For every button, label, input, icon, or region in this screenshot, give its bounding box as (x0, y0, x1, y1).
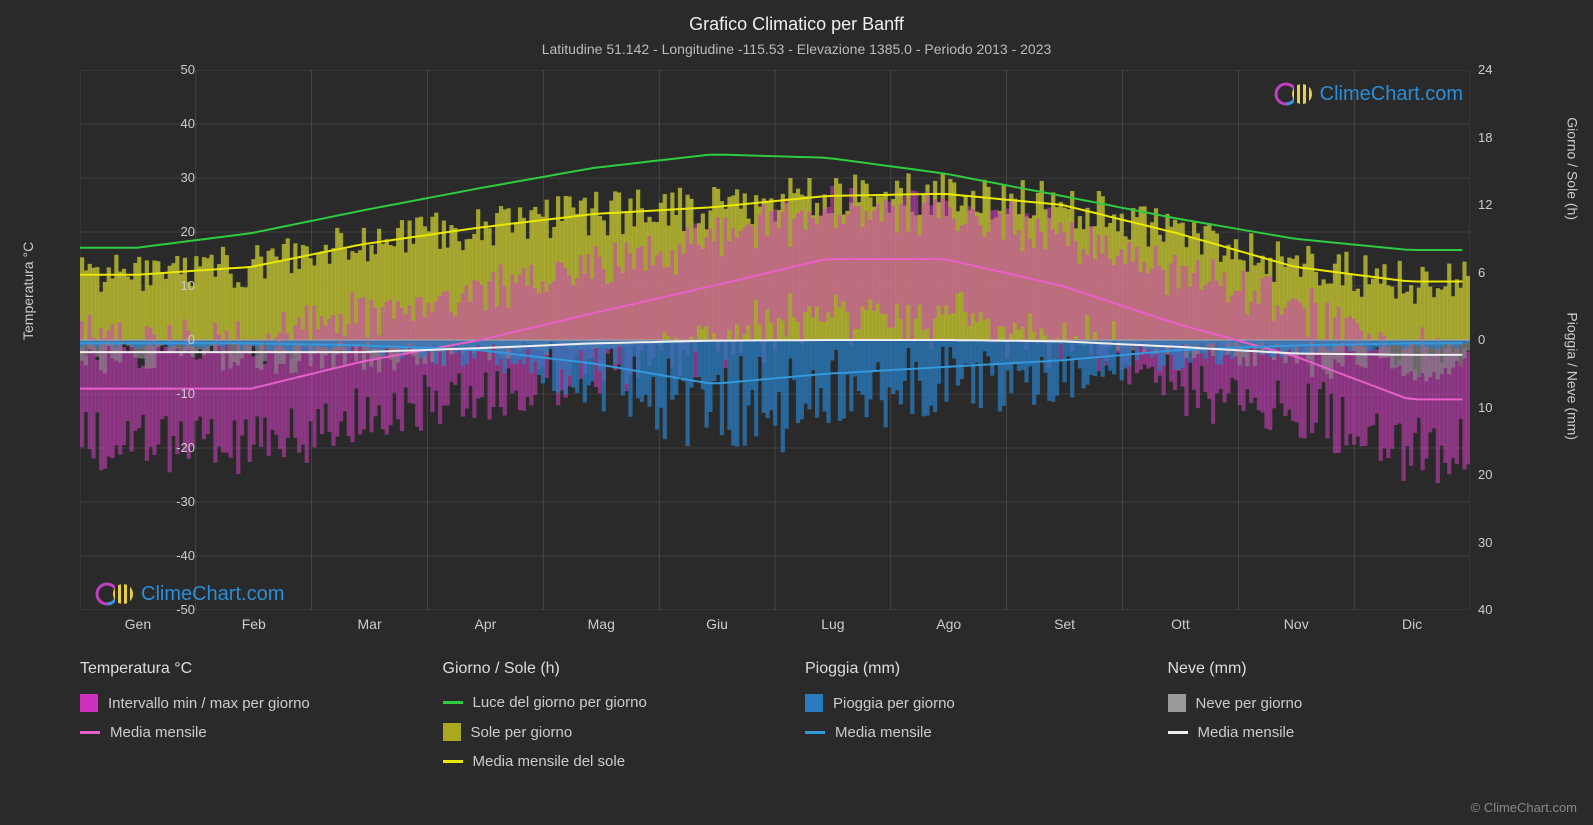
left-tick: 0 (155, 332, 195, 347)
left-tick: 40 (155, 116, 195, 131)
logo-icon (95, 580, 135, 608)
right-bottom-tick: 30 (1478, 535, 1518, 550)
legend-label: Sole per giorno (471, 724, 573, 741)
yellow-line-icon (443, 760, 463, 763)
month-tick: Nov (1266, 616, 1326, 632)
legend-label: Media mensile del sole (473, 753, 626, 770)
green-line-icon (443, 701, 463, 704)
left-tick: 10 (155, 278, 195, 293)
legend-rain-avg: Media mensile (805, 724, 1148, 741)
legend-snow-daily: Neve per giorno (1168, 694, 1511, 712)
right-top-tick: 24 (1478, 62, 1518, 77)
blue-swatch-icon (805, 694, 823, 712)
legend-label: Intervallo min / max per giorno (108, 695, 310, 712)
month-tick: Giu (687, 616, 747, 632)
blue-line-icon (805, 731, 825, 734)
plot-area (80, 70, 1470, 610)
logo-icon (1274, 80, 1314, 108)
month-tick: Mar (340, 616, 400, 632)
left-tick: -10 (155, 386, 195, 401)
legend-snow-header: Neve (mm) (1168, 660, 1511, 678)
copyright: © ClimeChart.com (1471, 800, 1577, 815)
y-axis-left-label: Temperatura °C (20, 242, 36, 340)
magenta-line-icon (80, 731, 100, 734)
watermark-text: ClimeChart.com (141, 583, 284, 606)
month-tick: Dic (1382, 616, 1442, 632)
right-bottom-tick: 20 (1478, 467, 1518, 482)
legend-daylight: Luce del giorno per giorno (443, 694, 786, 711)
legend-label: Media mensile (110, 724, 207, 741)
month-tick: Ott (1150, 616, 1210, 632)
legend-temp-range: Intervallo min / max per giorno (80, 694, 423, 712)
legend-temp-avg: Media mensile (80, 724, 423, 741)
right-top-tick: 12 (1478, 197, 1518, 212)
olive-swatch-icon (443, 723, 461, 741)
month-tick: Lug (803, 616, 863, 632)
month-tick: Ago (919, 616, 979, 632)
left-tick: 30 (155, 170, 195, 185)
legend-label: Media mensile (835, 724, 932, 741)
legend-label: Pioggia per giorno (833, 695, 955, 712)
month-tick: Mag (571, 616, 631, 632)
left-tick: -30 (155, 494, 195, 509)
left-tick: 50 (155, 62, 195, 77)
legend-rain-daily: Pioggia per giorno (805, 694, 1148, 712)
legend: Temperatura °C Intervallo min / max per … (80, 660, 1510, 770)
chart-title: Grafico Climatico per Banff (0, 0, 1593, 35)
y-axis-right-top-label: Giorno / Sole (h) (1565, 117, 1581, 220)
left-tick: -40 (155, 548, 195, 563)
right-top-tick: 0 (1478, 332, 1518, 347)
legend-temp-header: Temperatura °C (80, 660, 423, 678)
magenta-swatch-icon (80, 694, 98, 712)
right-bottom-tick: 40 (1478, 602, 1518, 617)
month-tick: Gen (108, 616, 168, 632)
month-tick: Set (1035, 616, 1095, 632)
legend-label: Luce del giorno per giorno (473, 694, 647, 711)
grey-swatch-icon (1168, 694, 1186, 712)
white-line-icon (1168, 731, 1188, 734)
legend-snow: Neve (mm) Neve per giorno Media mensile (1168, 660, 1511, 770)
legend-temperature: Temperatura °C Intervallo min / max per … (80, 660, 423, 770)
legend-snow-avg: Media mensile (1168, 724, 1511, 741)
right-top-tick: 6 (1478, 265, 1518, 280)
legend-daysun: Giorno / Sole (h) Luce del giorno per gi… (443, 660, 786, 770)
chart-subtitle: Latitudine 51.142 - Longitudine -115.53 … (0, 35, 1593, 57)
plot-svg (80, 70, 1470, 610)
right-top-tick: 18 (1478, 130, 1518, 145)
left-tick: -20 (155, 440, 195, 455)
legend-label: Neve per giorno (1196, 695, 1303, 712)
legend-daysun-header: Giorno / Sole (h) (443, 660, 786, 678)
month-tick: Apr (455, 616, 515, 632)
left-tick: 20 (155, 224, 195, 239)
legend-rain: Pioggia (mm) Pioggia per giorno Media me… (805, 660, 1148, 770)
watermark-bottom-left: ClimeChart.com (95, 580, 284, 608)
y-axis-right-bottom-label: Pioggia / Neve (mm) (1565, 312, 1581, 440)
legend-sun-avg: Media mensile del sole (443, 753, 786, 770)
right-bottom-tick: 10 (1478, 400, 1518, 415)
legend-label: Media mensile (1198, 724, 1295, 741)
watermark-text: ClimeChart.com (1320, 83, 1463, 106)
watermark-top-right: ClimeChart.com (1274, 80, 1463, 108)
legend-sun-daily: Sole per giorno (443, 723, 786, 741)
legend-rain-header: Pioggia (mm) (805, 660, 1148, 678)
month-tick: Feb (224, 616, 284, 632)
